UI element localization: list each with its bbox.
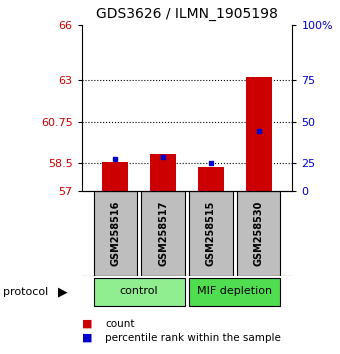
Text: MIF depletion: MIF depletion [197,286,272,296]
Text: GSM258515: GSM258515 [206,201,216,266]
Text: ■: ■ [82,319,92,329]
Text: protocol: protocol [3,287,49,297]
Bar [94,191,137,276]
Text: percentile rank within the sample: percentile rank within the sample [105,333,281,343]
Bar [141,191,185,276]
Text: control: control [120,286,158,296]
Bar [189,191,233,276]
Bar [94,278,185,306]
Bar [102,161,128,191]
Text: ■: ■ [82,333,92,343]
Text: GSM258530: GSM258530 [254,201,264,266]
Bar [189,278,280,306]
Bar [246,76,272,191]
Title: GDS3626 / ILMN_1905198: GDS3626 / ILMN_1905198 [96,7,278,21]
Bar [150,154,176,191]
Bar [198,167,224,191]
Text: ▶: ▶ [58,286,68,298]
Text: GSM258516: GSM258516 [110,201,120,266]
Text: count: count [105,319,135,329]
Bar [237,191,280,276]
Text: GSM258517: GSM258517 [158,201,168,266]
